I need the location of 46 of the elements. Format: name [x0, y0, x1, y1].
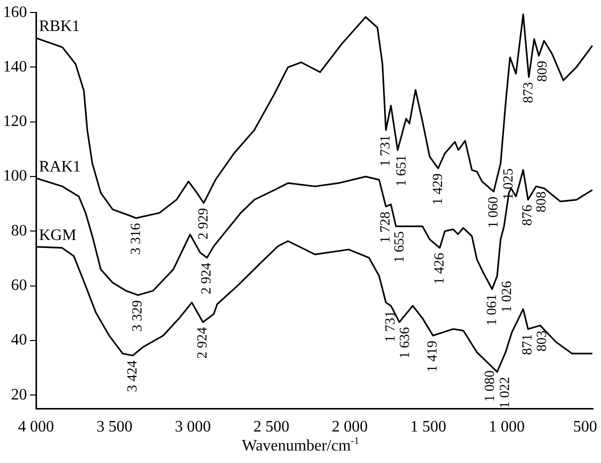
annotation: 1 060 — [486, 196, 502, 228]
annotation: 1 429 — [430, 173, 446, 205]
x-tick-label: 1 500 — [410, 418, 446, 436]
annotation: 871 — [520, 334, 536, 356]
series-label: RBK1 — [39, 18, 80, 36]
y-tick-label: 120 — [3, 113, 27, 130]
series-label: RAK1 — [39, 158, 81, 176]
annotation: 1 731 — [378, 135, 394, 167]
y-tick-label: 100 — [3, 168, 27, 185]
annotation: 809 — [536, 60, 551, 82]
annotation: 1 651 — [394, 155, 410, 187]
annotation: 3 424 — [125, 360, 140, 392]
annotation: 873 — [522, 82, 536, 104]
x-tick-label: 3 500 — [96, 418, 132, 436]
series-label: KGM — [39, 226, 76, 244]
annotation: 2 929 — [196, 208, 212, 240]
annotation: 2 924 — [196, 327, 211, 359]
annotation: 1 061 — [484, 294, 500, 326]
annotation: 1 636 — [398, 327, 414, 359]
annotation: 1 022 — [498, 376, 513, 408]
y-tick-label: 60 — [11, 277, 27, 294]
y-tick-label: 160 — [3, 4, 27, 21]
x-axis-title: Wavenumber/cm$^{-1}$ — [240, 436, 360, 456]
annotation: 2 924 — [200, 262, 215, 294]
y-tick-label: 20 — [11, 386, 27, 404]
x-tick-label: 1 000 — [488, 418, 525, 436]
annotation: 803 — [534, 330, 550, 352]
annotation: 808 — [534, 191, 550, 212]
annotation: 1 728 — [378, 212, 394, 244]
annotation: 1 419 — [426, 340, 441, 372]
annotation: 1 080 — [483, 370, 498, 402]
y-tick-label: 40 — [11, 332, 27, 349]
y-tick-label: 140 — [3, 58, 27, 76]
annotation: 3 329 — [130, 300, 146, 332]
annotation: 876 — [520, 204, 536, 226]
x-tick-label: 4 000 — [18, 418, 54, 436]
y-tick-label: 80 — [11, 222, 27, 240]
x-tick-label: 2 500 — [253, 418, 290, 436]
annotation: 1 026 — [500, 281, 515, 313]
x-tick-label: 2 000 — [332, 418, 368, 436]
x-tick-label: 500 — [573, 418, 598, 436]
annotation: 1 426 — [432, 252, 448, 284]
x-tick-label: 3 000 — [174, 418, 211, 436]
annotation: 1 731 — [384, 310, 399, 342]
annotation: 3 316 — [128, 223, 144, 255]
annotation: 1 655 — [392, 231, 408, 263]
